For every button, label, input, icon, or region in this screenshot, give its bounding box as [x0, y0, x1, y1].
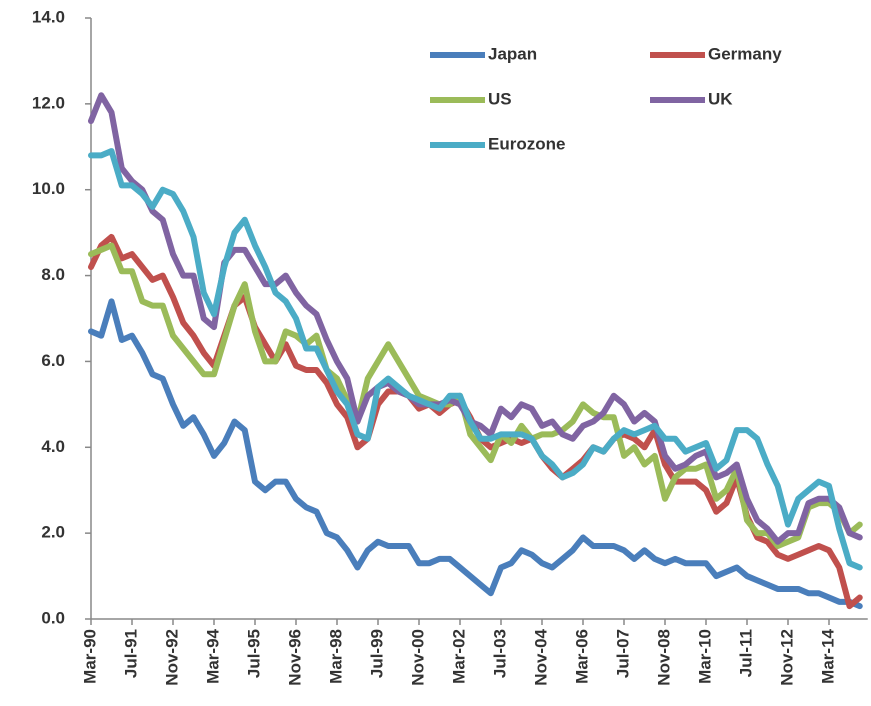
x-tick-label: Mar-90: [80, 629, 99, 684]
x-tick-label: Jul-99: [367, 629, 386, 678]
y-tick-label: 6.0: [41, 351, 65, 370]
series-line: [88, 148, 863, 571]
x-tick-label: Nov-96: [285, 629, 304, 686]
y-tick-label: 2.0: [41, 523, 65, 542]
y-tick-label: 12.0: [32, 93, 65, 112]
x-tick-label: Mar-98: [326, 629, 345, 684]
series-line: [88, 92, 863, 545]
y-tick-label: 10.0: [32, 179, 65, 198]
x-tick-label: Jul-07: [613, 629, 632, 678]
y-tick-label: 14.0: [32, 7, 65, 26]
x-tick-label: Jul-11: [736, 629, 755, 677]
x-tick-label: Mar-14: [818, 628, 837, 683]
x-tick-label: Nov-04: [531, 628, 550, 685]
series-line: [88, 298, 863, 610]
y-tick-label: 0.0: [41, 608, 65, 627]
x-tick-label: Jul-95: [244, 629, 263, 678]
x-tick-label: Mar-06: [572, 629, 591, 684]
x-tick-label: Nov-12: [777, 629, 796, 686]
x-tick-label: Nov-92: [162, 629, 181, 686]
legend-label: Eurozone: [488, 134, 565, 153]
x-tick-label: Jul-03: [490, 629, 509, 678]
x-tick-label: Jul-91: [121, 629, 140, 678]
y-tick-label: 4.0: [41, 437, 65, 456]
x-tick-label: Mar-94: [203, 628, 222, 683]
legend-label: Japan: [488, 44, 537, 63]
series-line: [88, 242, 863, 550]
x-tick-label: Nov-00: [408, 629, 427, 686]
x-tick-label: Mar-02: [449, 629, 468, 684]
x-tick-label: Mar-10: [695, 629, 714, 684]
y-tick-label: 8.0: [41, 265, 65, 284]
legend-label: US: [488, 89, 512, 108]
legend-label: Germany: [708, 44, 782, 63]
x-tick-label: Nov-08: [654, 629, 673, 686]
legend-label: UK: [708, 89, 733, 108]
